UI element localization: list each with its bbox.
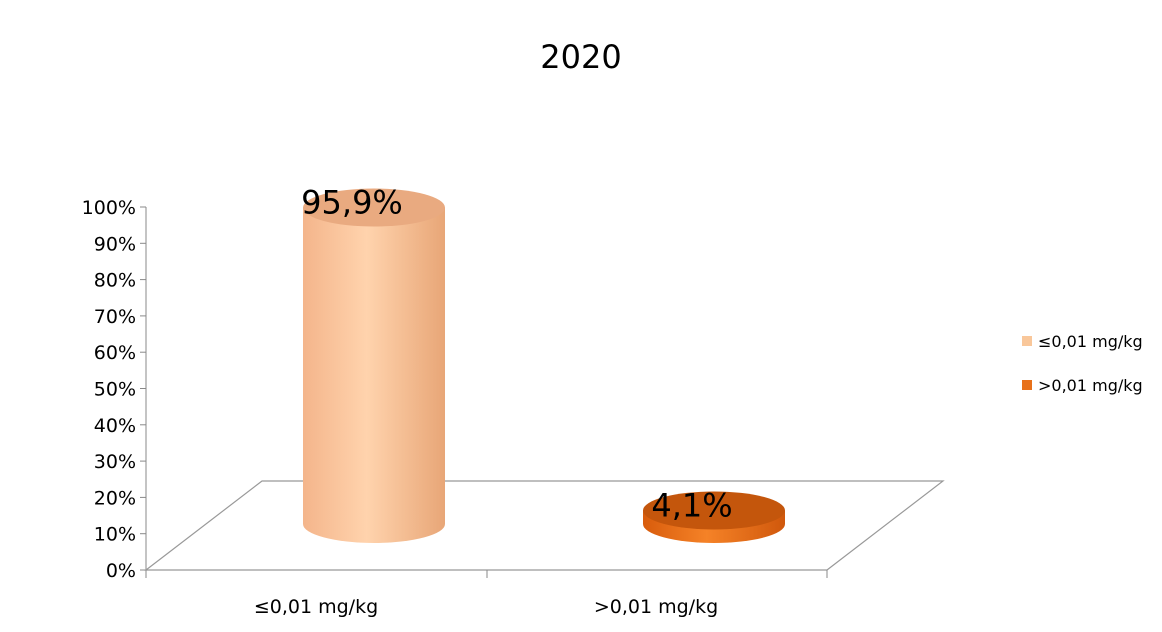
legend-item-high: >0,01 mg/kg	[1022, 374, 1143, 396]
y-tick-label: 10%	[94, 524, 136, 546]
chart-bars	[303, 188, 785, 543]
legend-swatch-high	[1022, 380, 1032, 390]
y-tick-label: 30%	[94, 451, 136, 473]
data-label: 95,9%	[301, 184, 403, 222]
bar-body	[303, 207, 445, 543]
bar-top	[643, 491, 785, 530]
chart-legend: ≤0,01 mg/kg >0,01 mg/kg	[1022, 330, 1143, 418]
chart-title: 2020	[540, 38, 622, 76]
y-tick-label: 90%	[94, 233, 136, 255]
y-tick-label: 20%	[94, 487, 136, 509]
legend-label-low: ≤0,01 mg/kg	[1038, 331, 1143, 351]
y-tick-label: 70%	[94, 306, 136, 328]
legend-label-high: >0,01 mg/kg	[1038, 375, 1143, 395]
bar-top	[303, 188, 445, 227]
y-tick-label: 100%	[82, 197, 136, 219]
y-tick-label: 80%	[94, 270, 136, 292]
y-tick-label: 50%	[94, 379, 136, 401]
x-tick-label: >0,01 mg/kg	[594, 596, 718, 618]
legend-item-low: ≤0,01 mg/kg	[1022, 330, 1143, 352]
floor-plane	[144, 480, 945, 571]
x-tick-label: ≤0,01 mg/kg	[254, 596, 378, 618]
y-tick-label: 0%	[106, 560, 136, 582]
y-tick-label: 60%	[94, 342, 136, 364]
data-label: 4,1%	[651, 486, 732, 524]
chart-labels: 95,9% ≤0,01 mg/kg 4,1% >0,01 mg/kg	[254, 184, 733, 618]
y-tick-label: 40%	[94, 415, 136, 437]
chart-axes: 0% 10% 20% 30% 40% 50% 60% 70% 80% 90% 100%	[82, 197, 945, 582]
legend-swatch-low	[1022, 336, 1032, 346]
